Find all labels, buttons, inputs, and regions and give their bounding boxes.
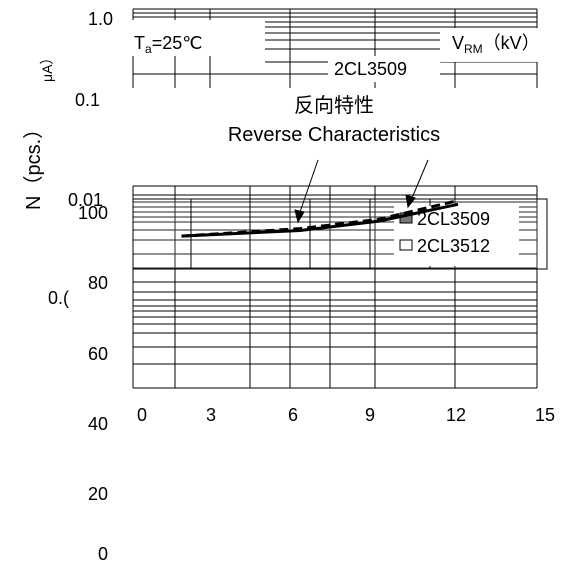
x-tick-label: 12 — [446, 405, 466, 425]
ta-box — [130, 20, 264, 56]
legend-label: 2CL3512 — [417, 236, 490, 256]
callout-arrow-line-right — [411, 159, 429, 199]
x-tick-label: 0 — [137, 405, 147, 425]
legend-label: 2CL3509 — [417, 209, 490, 229]
callout-series-label: 2CL3509 — [334, 59, 407, 79]
callout-box — [328, 56, 440, 82]
x-tick-label: 3 — [206, 405, 216, 425]
y-tick-label: 80 — [88, 273, 108, 293]
y-tick-label: 20 — [88, 484, 108, 504]
x-tick-label: 9 — [365, 405, 375, 425]
x-tick-label: 6 — [288, 405, 298, 425]
series-layer — [181, 199, 459, 238]
x-tick-labels: 0 3 6 9 12 15 — [137, 405, 555, 425]
ytick-top-3: 0.01 — [68, 190, 103, 210]
x-axis-label: VRM（kV） — [452, 33, 540, 56]
legend-box — [394, 206, 519, 266]
ytick-top-2: 0.1 — [75, 90, 100, 110]
vrm-label-box — [440, 28, 550, 62]
y-tick-labels: 100 80 60 40 20 0 — [78, 203, 108, 564]
legend-swatch — [399, 239, 413, 251]
y-tick-label: 40 — [88, 414, 108, 434]
y-tick-label: 100 — [78, 203, 108, 223]
x-tick-label: 15 — [535, 405, 555, 425]
y-axis-label: N（pcs.） — [22, 119, 45, 210]
ytick-top-4: 0.( — [48, 288, 69, 308]
callout-arrows — [294, 159, 429, 224]
callout-arrow-line-left — [299, 159, 319, 213]
y-axis-label-faded: μA） — [39, 51, 55, 82]
callout-arrowhead-left — [294, 209, 305, 224]
chart-title-cn: 反向特性 — [294, 93, 374, 117]
y-tick-label: 60 — [88, 344, 108, 364]
ta-label: Ta=25℃ — [134, 33, 202, 56]
callout-arrowhead-right — [405, 194, 416, 209]
y-tick-label: 0 — [98, 544, 108, 564]
legend: 2CL3509 2CL3512 — [399, 209, 490, 256]
chart-title-en: Reverse Characteristics — [228, 124, 440, 146]
series-line-2cl3512 — [181, 202, 459, 238]
ytick-top-1: 1.0 — [88, 9, 113, 29]
lower-grid — [132, 185, 538, 389]
